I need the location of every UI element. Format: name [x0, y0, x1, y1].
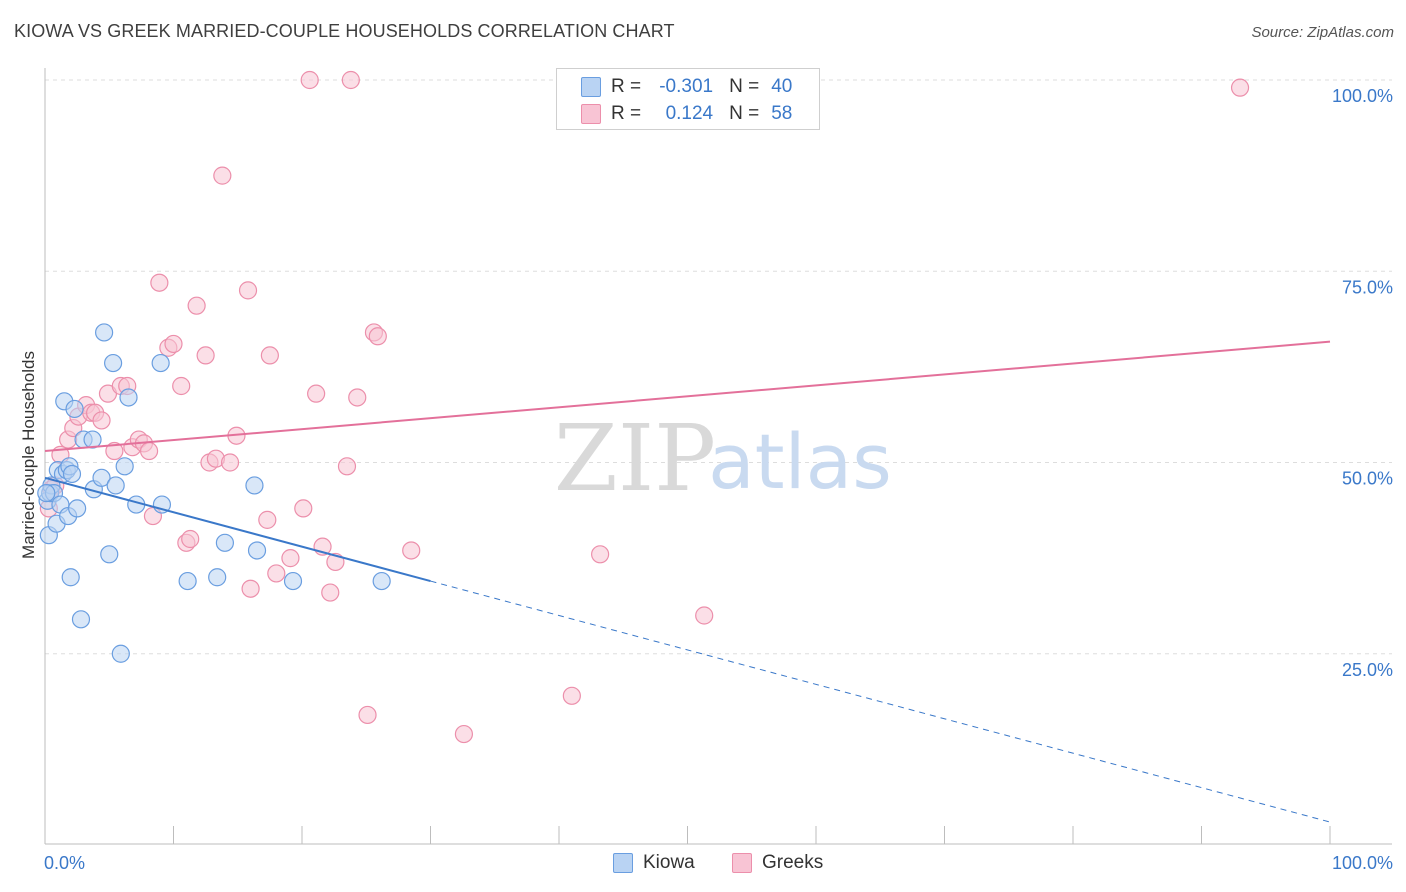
greeks-swatch — [581, 104, 601, 124]
greeks-point-54 — [591, 545, 610, 564]
greeks-n-label: N = — [729, 103, 760, 124]
greeks-point-39 — [294, 499, 313, 518]
greeks-point-30 — [213, 166, 232, 185]
y-tick-label-25: 25.0% — [1342, 660, 1393, 680]
greeks-point-53 — [562, 686, 581, 705]
greeks-point-25 — [181, 529, 200, 549]
greeks-point-23 — [172, 376, 191, 396]
kiowa-point-21 — [92, 468, 111, 487]
greeks-point-45 — [337, 457, 357, 476]
greeks-point-55 — [695, 606, 714, 625]
greeks-point-20 — [150, 273, 169, 292]
greeks-point-12 — [105, 441, 124, 461]
kiowa-points — [37, 323, 391, 663]
kiowa-point-36 — [247, 541, 267, 560]
greeks-point-18 — [139, 441, 159, 461]
bottom-kiowa-label: Kiowa — [643, 852, 695, 873]
kiowa-point-16 — [68, 499, 87, 518]
greeks-point-51 — [402, 541, 421, 560]
x-tick-label-min: 0.0% — [44, 853, 85, 873]
greeks-point-35 — [258, 510, 277, 529]
kiowa-point-39 — [37, 484, 56, 503]
greeks-r-label: R = — [611, 103, 642, 124]
greeks-point-52 — [454, 724, 474, 744]
greeks-point-57 — [1230, 78, 1250, 97]
greeks-r-value: 0.124 — [665, 103, 714, 124]
greeks-point-36 — [260, 346, 279, 365]
kiowa-point-24 — [104, 353, 123, 373]
watermark: ZIP atlas — [554, 405, 892, 512]
kiowa-point-30 — [151, 353, 170, 373]
kiowa-point-35 — [245, 476, 264, 495]
axes — [44, 68, 1392, 845]
kiowa-trendline — [44, 476, 431, 583]
y-tick-label-100: 100.0% — [1332, 86, 1393, 106]
kiowa-point-33 — [208, 568, 227, 587]
y-axis-label: Married-couple Households — [19, 351, 38, 559]
bottom-kiowa-swatch — [613, 853, 633, 873]
kiowa-point-37 — [283, 571, 303, 591]
bottom-greeks-swatch — [732, 853, 752, 873]
greeks-point-43 — [321, 583, 340, 602]
trendlines — [44, 340, 1331, 823]
kiowa-point-14 — [62, 464, 82, 484]
watermark-atlas: atlas — [708, 417, 892, 506]
kiowa-swatch — [581, 77, 601, 97]
y-tick-labels: 25.0% 50.0% 75.0% 100.0% — [1332, 86, 1393, 680]
kiowa-point-13 — [61, 568, 80, 587]
kiowa-point-23 — [100, 545, 119, 564]
gridlines — [45, 79, 1392, 655]
kiowa-point-32 — [178, 571, 197, 591]
greeks-n-value: 58 — [771, 103, 793, 124]
greeks-point-46 — [341, 70, 360, 90]
greeks-trendline — [44, 340, 1331, 453]
kiowa-r-value: -0.301 — [659, 76, 714, 97]
kiowa-point-25 — [106, 476, 125, 495]
kiowa-point-17 — [71, 610, 91, 629]
kiowa-trendline-extension — [430, 580, 1331, 823]
greeks-point-38 — [281, 549, 300, 568]
bottom-legend-kiowa: Kiowa — [613, 851, 695, 875]
watermark-zip: ZIP — [554, 405, 716, 512]
greeks-point-47 — [348, 388, 367, 407]
kiowa-r-label: R = — [611, 76, 642, 97]
greeks-point-37 — [267, 564, 286, 583]
kiowa-n-label: N = — [729, 76, 760, 97]
chart-title: KIOWA VS GREEK MARRIED-COUPLE HOUSEHOLDS… — [14, 21, 675, 41]
kiowa-point-27 — [115, 457, 134, 476]
kiowa-point-15 — [65, 399, 84, 419]
legend-row-kiowa: R = -0.301 N = 40 — [581, 75, 792, 99]
bottom-greeks-label: Greeks — [762, 852, 824, 873]
kiowa-point-26 — [111, 644, 130, 663]
greeks-point-50 — [368, 327, 387, 346]
bottom-legend-greeks: Greeks — [732, 851, 823, 875]
greeks-point-48 — [358, 705, 377, 725]
greeks-point-34 — [241, 579, 260, 598]
greeks-point-22 — [164, 334, 183, 354]
correlation-legend: R = -0.301 N = 40 R = 0.124 N = 58 — [556, 68, 820, 130]
y-tick-label-50: 50.0% — [1342, 469, 1393, 489]
kiowa-point-34 — [215, 533, 234, 552]
greeks-point-10 — [92, 411, 111, 430]
greeks-point-33 — [238, 281, 258, 300]
legend-row-greeks: R = 0.124 N = 58 — [581, 102, 792, 126]
x-tick-label-max: 100.0% — [1332, 853, 1393, 873]
kiowa-point-19 — [83, 430, 102, 449]
greeks-point-27 — [196, 346, 215, 365]
kiowa-point-28 — [119, 388, 138, 407]
x-tick-labels: 0.0% 100.0% — [44, 853, 1393, 873]
kiowa-point-22 — [95, 323, 114, 342]
greeks-point-41 — [307, 384, 326, 403]
y-tick-label-75: 75.0% — [1342, 277, 1393, 297]
greeks-point-26 — [187, 296, 206, 315]
greeks-point-40 — [300, 70, 319, 90]
source-label: Source: ZipAtlas.com — [1251, 24, 1394, 41]
kiowa-n-value: 40 — [771, 76, 793, 97]
kiowa-point-38 — [372, 571, 391, 591]
greeks-point-31 — [220, 453, 240, 472]
